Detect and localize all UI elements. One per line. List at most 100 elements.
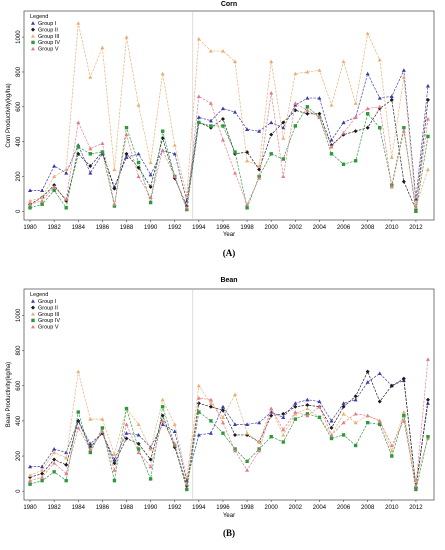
data-point [329,144,334,149]
data-point [64,197,69,201]
data-point [64,462,69,467]
data-point [148,477,153,481]
data-point [196,115,201,119]
series-line [29,106,429,212]
data-point [196,94,201,98]
data-point [269,406,274,411]
legend-entry: Group IV [38,318,60,324]
data-point [305,69,310,74]
data-point [245,468,250,472]
data-point [28,482,32,486]
legend-title: Legend [30,292,48,298]
series-line [29,406,429,490]
series-line [29,99,429,211]
y-axis-label: Corn Productivity(kg/ha) [6,83,12,147]
data-point [257,164,262,168]
data-point [28,206,32,210]
data-point [208,401,213,405]
data-point [305,406,310,411]
data-point [365,125,370,130]
data-point [52,457,57,462]
data-point [64,167,69,172]
data-point [220,408,225,413]
data-point [377,399,382,404]
data-point [425,397,430,402]
data-point [293,71,298,76]
data-point [220,49,225,53]
data-point [76,145,80,149]
data-point [148,160,153,165]
data-point [402,125,406,130]
x-axis-label: Year [223,513,235,519]
data-point [220,420,225,425]
data-point [136,441,141,446]
series-line [30,372,429,486]
panel-label: (A) [223,248,236,258]
data-point [269,120,274,125]
legend-entry: Group V [38,325,59,331]
data-point [196,396,201,400]
data-point [148,457,153,462]
chart-panel-2: Bean 0 200 400 600 800 1000 1980 1982 1984 1986 198… [6,277,435,538]
data-point [365,112,370,116]
data-point [184,205,189,210]
data-point [124,132,129,137]
x-tick-label: 2010 [385,505,399,511]
data-point [233,422,238,426]
data-point [269,59,274,64]
legend-marker [31,21,35,25]
chart-panel-1: Corn 0 200 400 600 800 1000 1980 1982 1984 1986 198… [6,1,435,258]
series-line [29,371,429,481]
x-tick-label: 2004 [313,225,327,231]
x-tick-label: 2000 [265,505,279,511]
data-point [64,455,69,460]
data-point [52,164,57,168]
data-point [353,101,358,105]
data-point [317,115,322,119]
data-point [28,478,33,483]
data-point [329,425,334,430]
data-point [88,417,93,421]
x-tick-label: 1982 [47,505,61,511]
data-point [329,418,334,423]
data-point [160,71,165,76]
data-point [341,420,346,425]
y-tick-label: 800 [16,66,22,77]
data-point [353,394,358,399]
data-point [52,447,57,451]
series-group-ii [28,369,430,490]
data-point [196,401,201,406]
data-point [52,188,56,193]
data-point [305,96,310,100]
data-point [112,202,117,206]
legend-marker [31,40,35,45]
legend-marker [31,305,35,310]
data-point [257,129,262,133]
data-point [377,371,382,375]
data-point [136,103,141,107]
data-point [220,137,225,142]
data-point [389,383,394,388]
data-point [208,397,213,402]
data-point [281,157,285,161]
data-point [148,195,153,199]
x-tick-label: 1998 [240,225,254,231]
x-tick-label: 2006 [337,505,351,511]
data-point [281,125,286,130]
data-point [401,376,406,381]
data-point [208,431,213,435]
data-point [220,404,225,409]
data-point [281,415,286,419]
data-point [64,170,69,175]
x-tick-label: 1986 [96,225,110,231]
x-tick-label: 1996 [216,225,230,231]
data-point [100,417,105,421]
data-point [317,96,322,100]
data-point [76,410,80,414]
data-point [196,432,201,437]
data-point [28,464,33,469]
x-tick-label: 1994 [192,505,206,511]
data-point [28,473,33,477]
series-group-i [28,68,430,203]
